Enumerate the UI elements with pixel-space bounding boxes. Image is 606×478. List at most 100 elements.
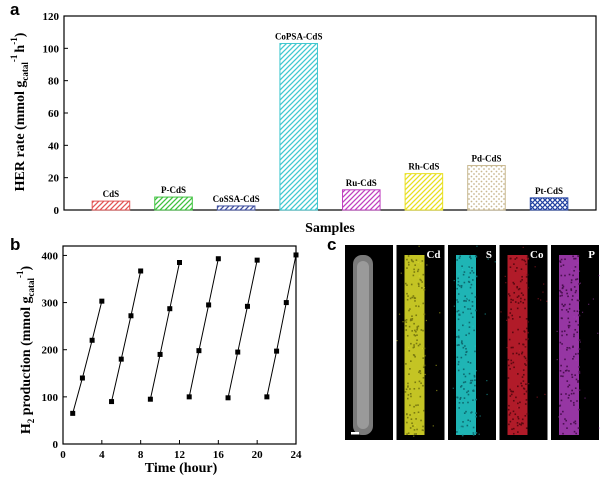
signal-speck: [474, 309, 477, 312]
signal-speck: [410, 342, 412, 345]
signal-speck: [422, 425, 424, 428]
signal-speck: [416, 270, 419, 273]
signal-speck: [406, 267, 408, 269]
panel-b-ylabel-sup: -1: [15, 270, 25, 278]
signal-speck: [471, 279, 474, 281]
signal-speck: [462, 346, 465, 349]
signal-speck: [472, 432, 475, 434]
signal-speck: [412, 274, 415, 277]
signal-speck: [457, 363, 460, 366]
signal-speck: [570, 289, 573, 292]
signal-speck: [406, 416, 409, 419]
signal-speck: [573, 286, 576, 288]
signal-speck: [524, 363, 526, 365]
signal-speck: [572, 401, 575, 404]
signal-speck: [527, 321, 529, 323]
noise-speck: [484, 313, 486, 315]
noise-speck: [439, 312, 441, 314]
signal-speck: [567, 326, 570, 329]
panel-b-ylabel: H2 production (mmol gcatal-1): [15, 266, 36, 435]
signal-speck: [576, 299, 579, 302]
noise-speck: [537, 298, 539, 300]
signal-speck: [567, 397, 570, 399]
noise-speck: [423, 287, 426, 289]
signal-speck: [422, 377, 425, 379]
noise-speck: [468, 420, 470, 422]
signal-speck: [559, 260, 561, 262]
signal-speck: [507, 358, 510, 361]
signal-speck: [513, 283, 515, 285]
signal-speck: [409, 427, 412, 429]
signal-speck: [507, 408, 510, 411]
signal-speck: [521, 385, 523, 387]
noise-speck: [517, 406, 519, 409]
signal-speck: [458, 257, 461, 259]
signal-speck: [416, 327, 419, 329]
signal-speck: [418, 387, 420, 390]
panel-b-ytick-label: 100: [42, 392, 59, 404]
panel-a-ytick-label: 40: [48, 140, 60, 152]
signal-speck: [570, 423, 572, 425]
signal-speck: [462, 324, 464, 327]
signal-speck: [465, 351, 468, 354]
signal-speck: [463, 397, 466, 399]
series-line-4: [188, 258, 219, 397]
panel-a-axes: 0 20 40 60 80 100 120: [43, 11, 597, 217]
signal-speck: [512, 399, 515, 402]
panel-c-eds-maps: c Cd S Co P: [327, 235, 600, 440]
panel-b-xtick-label: 24: [291, 449, 303, 461]
signal-speck: [423, 409, 425, 412]
signal-speck: [464, 381, 467, 383]
noise-speck: [507, 406, 509, 408]
panel-a-ytick-label: 60: [48, 108, 60, 120]
signal-speck: [577, 427, 580, 429]
signal-speck: [423, 354, 426, 357]
signal-speck: [514, 301, 517, 303]
signal-speck: [512, 281, 515, 284]
noise-speck: [456, 281, 458, 283]
noise-speck: [475, 370, 477, 372]
signal-speck: [508, 364, 510, 367]
signal-speck: [410, 319, 413, 321]
noise-speck: [528, 383, 530, 385]
series-point: [206, 302, 212, 308]
signal-speck: [561, 303, 563, 306]
signal-speck: [562, 305, 565, 307]
signal-speck: [510, 346, 513, 349]
signal-speck: [410, 395, 412, 398]
signal-speck: [574, 291, 577, 294]
noise-speck: [581, 311, 584, 313]
panel-b-ylabel-mid: production (mmol g: [19, 297, 34, 419]
signal-speck: [409, 308, 411, 310]
panel-b-line-chart: b 0 100 200 300 400 0 4 8 12 16 20 24 Time (hour) H…: [10, 235, 302, 476]
signal-speck: [525, 383, 527, 385]
signal-speck: [473, 329, 475, 332]
signal-speck: [414, 264, 416, 266]
panel-b-xtick-label: 8: [138, 449, 144, 461]
bar-pt-cds: [529, 197, 569, 211]
signal-speck: [456, 344, 459, 347]
signal-speck: [417, 344, 420, 347]
panel-c-map-row: Cd S Co P: [345, 245, 600, 440]
signal-speck: [578, 283, 580, 285]
signal-speck: [413, 387, 416, 390]
signal-speck: [519, 316, 521, 318]
signal-speck: [416, 326, 419, 328]
signal-speck: [420, 382, 422, 385]
signal-speck: [578, 408, 580, 411]
signal-speck: [409, 297, 412, 300]
signal-speck: [411, 318, 414, 320]
signal-speck: [561, 291, 563, 294]
panel-b-xtick-label: 12: [174, 449, 186, 461]
signal-speck: [459, 396, 462, 399]
signal-speck: [461, 340, 463, 342]
signal-speck: [567, 295, 569, 298]
signal-speck: [573, 310, 576, 312]
signal-speck: [416, 339, 418, 342]
signal-speck: [571, 295, 574, 297]
signal-speck: [508, 338, 511, 341]
signal-speck: [457, 309, 460, 312]
signal-speck: [469, 308, 472, 310]
signal-speck: [418, 370, 421, 372]
panel-a-ylabel-tail-sup: -1: [9, 37, 19, 45]
